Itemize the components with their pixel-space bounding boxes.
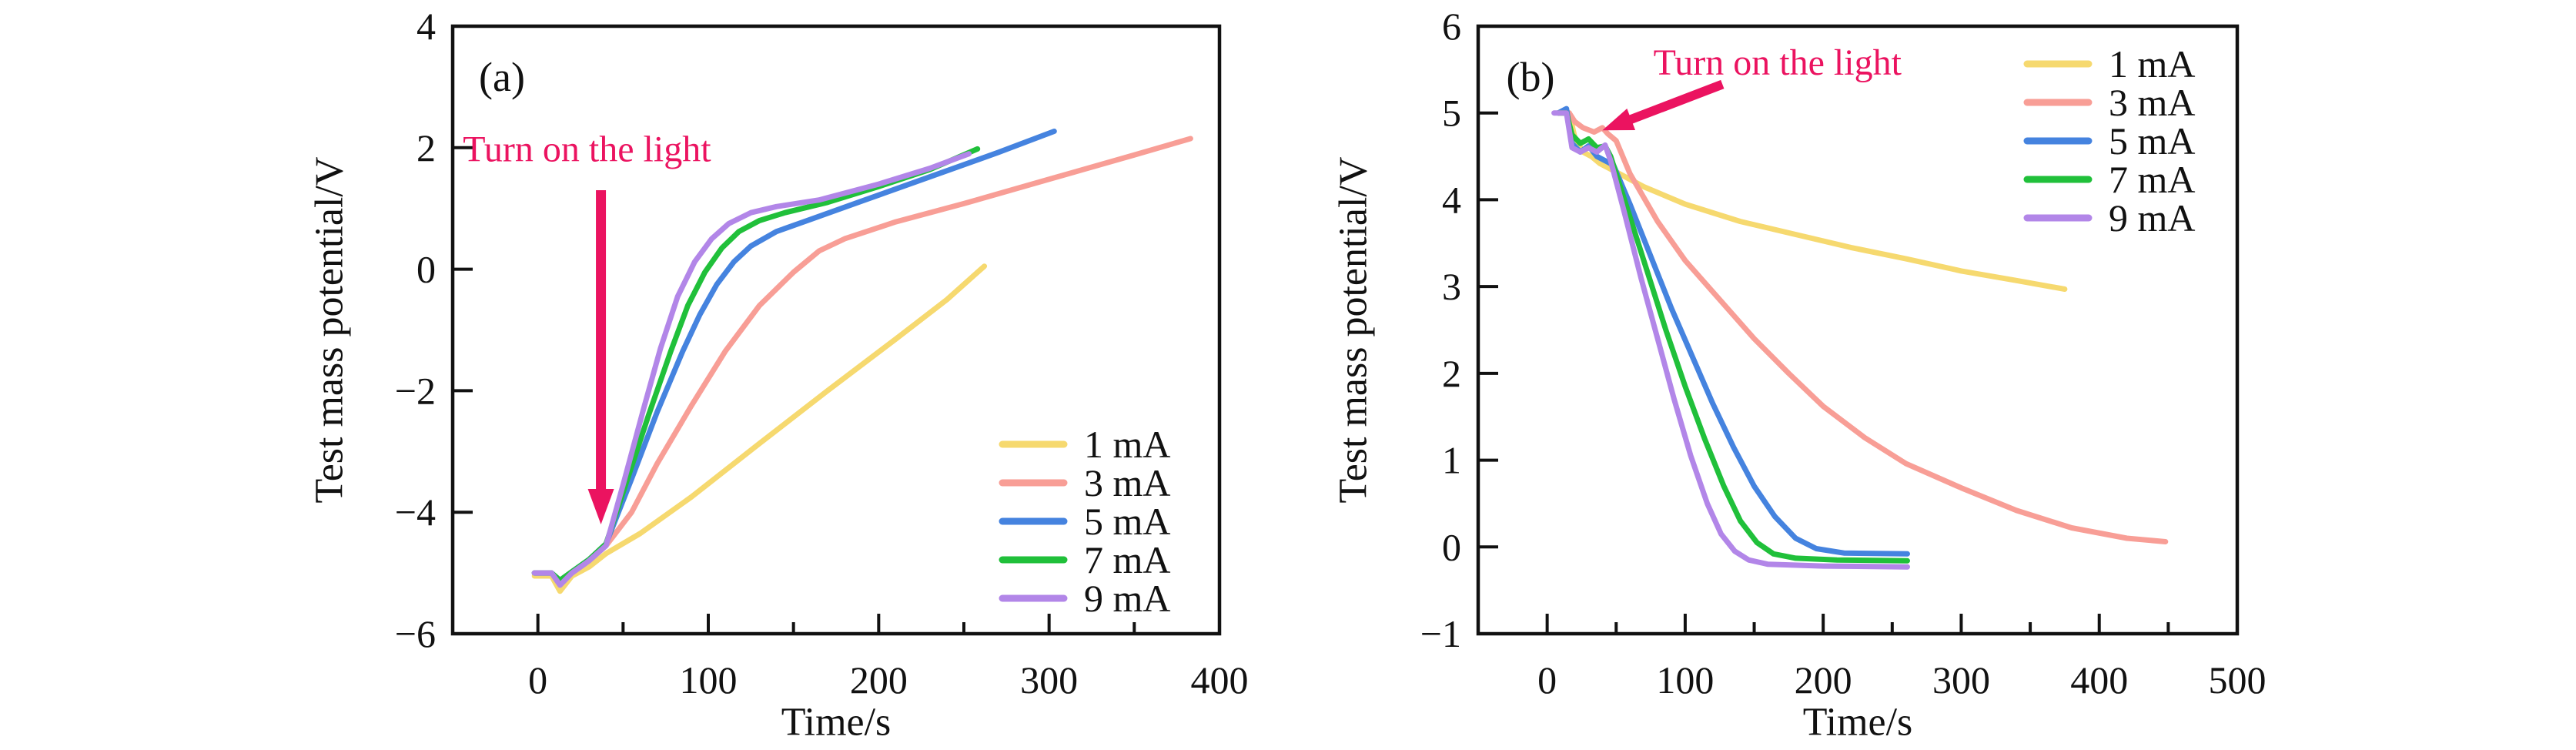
- y-tick-label: 0: [1442, 525, 1461, 568]
- y-tick-label: 2: [417, 126, 436, 169]
- legend-item-3mA: 3 mA: [2023, 81, 2196, 124]
- plot-box: [450, 24, 1222, 636]
- annotation-text: Turn on the light: [1654, 42, 1902, 83]
- legend-item-3mA: 3 mA: [999, 461, 1171, 504]
- x-tick-label: 0: [1537, 658, 1557, 701]
- annotation-arrow-head: [587, 488, 614, 524]
- annotation-arrow-shaft: [1624, 79, 1725, 126]
- legend-item-5mA: 5 mA: [999, 500, 1171, 543]
- series-line-9mA: [1551, 110, 1910, 570]
- x-tick-label: 200: [1795, 658, 1852, 701]
- legend-label: 3 mA: [2109, 81, 2196, 124]
- series-line-1mA: [531, 263, 988, 594]
- series-line-9mA: [531, 151, 972, 588]
- legend-label: 1 mA: [1084, 423, 1171, 466]
- x-tick-label: 300: [1932, 658, 1990, 701]
- y-tick-label: 4: [417, 5, 436, 48]
- x-tick-label: 0: [528, 658, 547, 701]
- panel-b: 0 100 200 300 400 500 −1 0 1 2 3 4 5 6 Time/s Test mass…: [1332, 5, 2267, 745]
- y-tick-label: 4: [1442, 178, 1461, 221]
- x-tick-label: 100: [680, 658, 738, 701]
- legend-item-1mA: 1 mA: [2023, 42, 2196, 85]
- panel-label: (b): [1507, 54, 1555, 100]
- x-axis-title: Time/s: [781, 701, 892, 745]
- y-tick-label: −6: [395, 612, 436, 655]
- legend-item-1mA: 1 mA: [999, 423, 1171, 466]
- x-tick-label: 400: [1191, 658, 1249, 701]
- panel-label: (a): [479, 54, 525, 100]
- y-tick-label: −1: [1420, 612, 1461, 655]
- x-tick-label: 200: [850, 658, 908, 701]
- y-tick-label: 0: [417, 248, 436, 291]
- x-tick-label: 100: [1656, 658, 1714, 701]
- legend-label: 3 mA: [1084, 461, 1171, 504]
- legend-label: 7 mA: [1084, 538, 1171, 581]
- legend-label: 5 mA: [2109, 119, 2196, 162]
- legend-item-9mA: 9 mA: [2023, 196, 2196, 239]
- series-line-7mA: [1555, 110, 1910, 564]
- legend-label: 9 mA: [2109, 196, 2196, 239]
- legend-item-9mA: 9 mA: [999, 577, 1171, 620]
- y-tick-label: −4: [395, 491, 436, 534]
- legend: 1 mA3 mA5 mA7 mA9 mA: [999, 423, 1171, 620]
- y-axis-title: Test mass potential/V: [1332, 157, 1376, 504]
- legend-label: 1 mA: [2109, 42, 2196, 85]
- legend: 1 mA3 mA5 mA7 mA9 mA: [2023, 42, 2196, 239]
- annotation-arrow-head: [1602, 108, 1636, 131]
- y-tick-label: 5: [1442, 92, 1461, 135]
- y-axis-title: Test mass potential/V: [308, 157, 352, 504]
- x-tick-label: 400: [2070, 658, 2128, 701]
- x-tick-label: 300: [1020, 658, 1078, 701]
- y-tick-label: 3: [1442, 265, 1461, 308]
- legend-label: 5 mA: [1084, 500, 1171, 543]
- legend-label: 7 mA: [2109, 158, 2196, 201]
- legend-label: 9 mA: [1084, 577, 1171, 620]
- panel-a: 0 100 200 300 400 −6 −4 −2 0 2 4 Time/s Test mass po…: [308, 5, 1249, 745]
- annotation-text: Turn on the light: [463, 129, 711, 170]
- series-line-3mA: [1555, 110, 2169, 544]
- legend-item-7mA: 7 mA: [2023, 158, 2196, 201]
- x-axis-title: Time/s: [1803, 701, 1913, 745]
- y-tick-label: 6: [1442, 5, 1461, 48]
- y-tick-label: 1: [1442, 439, 1461, 482]
- legend-item-7mA: 7 mA: [999, 538, 1171, 581]
- x-tick-label: 500: [2209, 658, 2267, 701]
- y-tick-label: −2: [395, 369, 436, 412]
- legend-item-5mA: 5 mA: [2023, 119, 2196, 162]
- y-tick-label: 2: [1442, 352, 1461, 395]
